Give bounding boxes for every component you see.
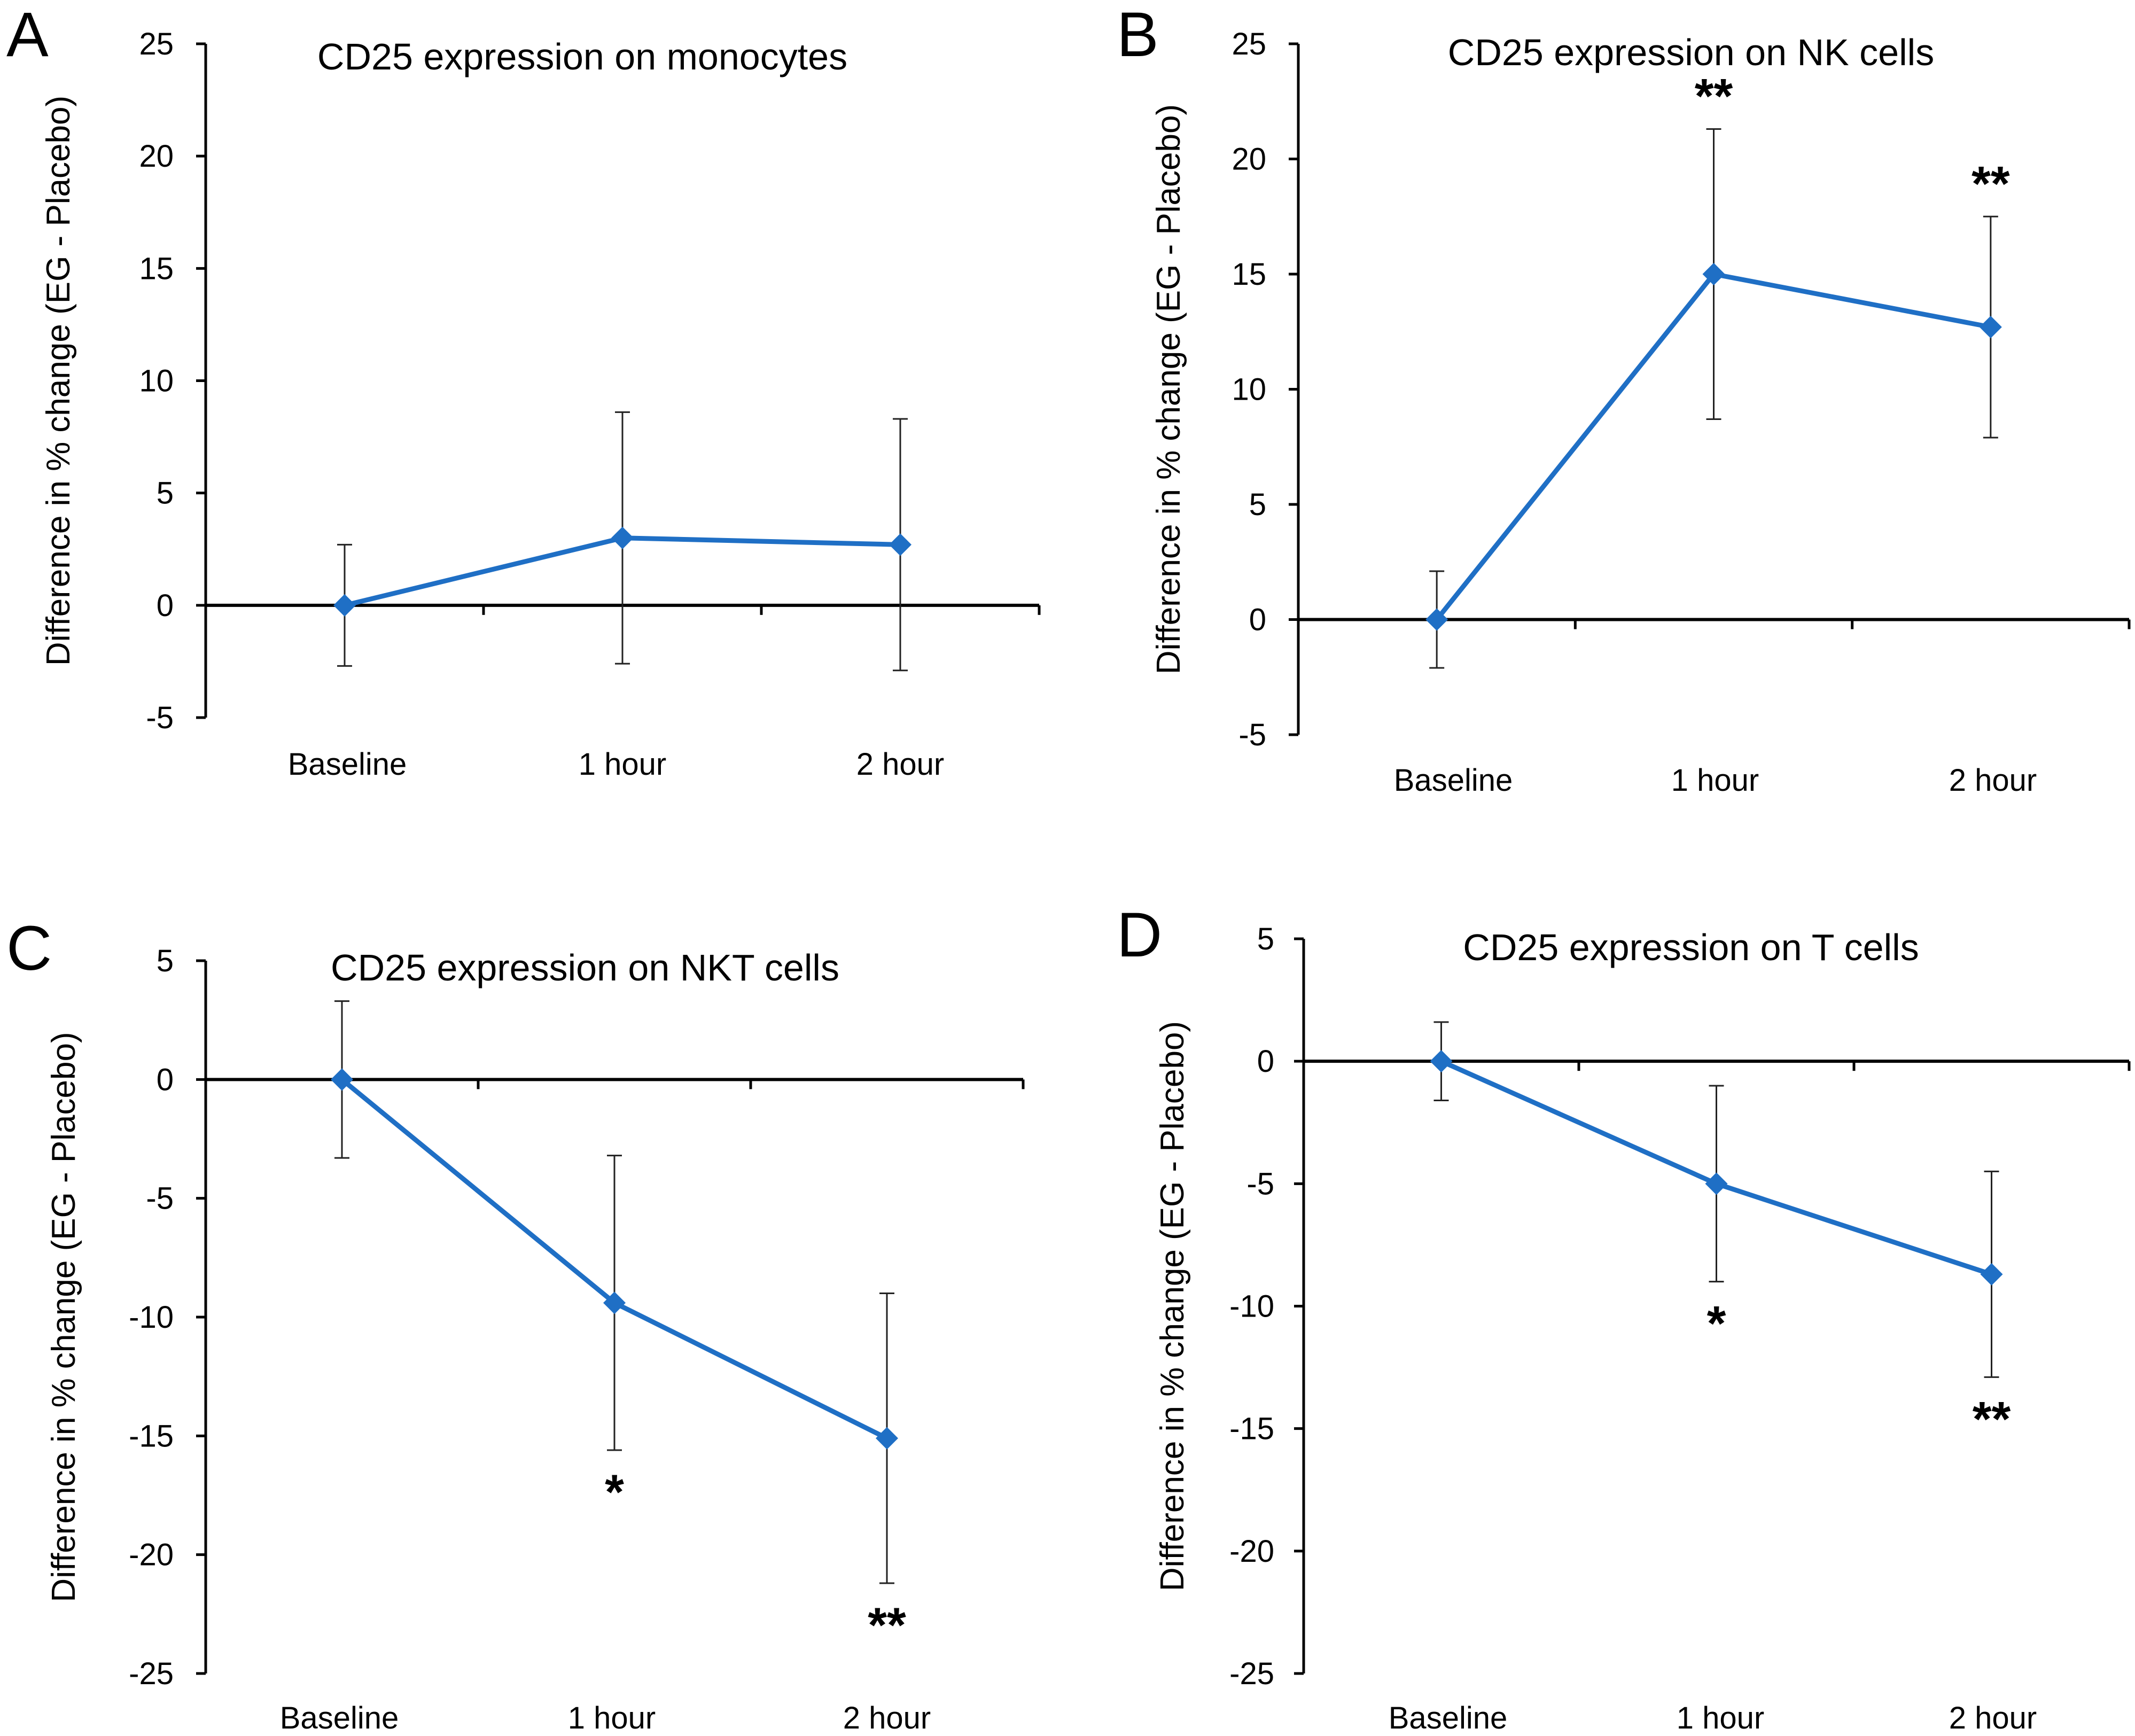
x-tick-label: Baseline <box>288 747 407 782</box>
panel-letter: C <box>6 913 52 984</box>
data-point <box>603 1291 626 1314</box>
x-tick-label: Baseline <box>280 1701 399 1735</box>
y-tick-label: -20 <box>1229 1534 1274 1569</box>
y-tick-label: 15 <box>1232 257 1266 292</box>
y-tick-label: 0 <box>157 588 174 623</box>
y-axis-label: Difference in % change (EG - Placebo) <box>40 96 77 666</box>
data-point <box>1980 1263 2003 1286</box>
significance-marker: ** <box>1973 1392 2011 1446</box>
x-tick-label: 2 hour <box>1949 1701 2037 1735</box>
data-point <box>331 1068 353 1091</box>
x-tick-label: 2 hour <box>856 747 944 782</box>
y-tick-label: -15 <box>1229 1412 1274 1446</box>
data-point <box>1430 1050 1453 1073</box>
panel-letter: D <box>1117 900 1162 970</box>
x-tick-label: 1 hour <box>568 1701 656 1735</box>
panel-letter: A <box>6 0 49 70</box>
y-tick-label: 0 <box>157 1062 174 1097</box>
y-tick-label: -25 <box>1229 1656 1274 1691</box>
significance-marker: * <box>1707 1297 1726 1351</box>
y-tick-label: 5 <box>157 944 174 978</box>
panel-a: A CD25 expression on monocytes -5 0 5 10 15 20 2… <box>6 0 1041 782</box>
x-tick-label: Baseline <box>1389 1701 1507 1735</box>
data-point <box>1705 1172 1728 1195</box>
x-tick-label: 1 hour <box>579 747 666 782</box>
x-tick-label: Baseline <box>1394 763 1513 798</box>
y-tick-label: -20 <box>129 1538 174 1572</box>
significance-marker: * <box>605 1465 624 1520</box>
panel-letter: B <box>1117 0 1159 70</box>
y-tick-label: -10 <box>1229 1289 1274 1324</box>
x-tick-label: 1 hour <box>1671 763 1759 798</box>
chart-title: CD25 expression on NK cells <box>1448 32 1934 73</box>
y-tick-label: 5 <box>157 476 174 511</box>
y-tick-label: -5 <box>146 1181 174 1216</box>
y-axis-label: Difference in % change (EG - Placebo) <box>1150 104 1187 674</box>
y-tick-label: -5 <box>1246 1166 1274 1201</box>
chart-title: CD25 expression on T cells <box>1463 927 1919 968</box>
y-tick-label: 0 <box>1249 603 1266 637</box>
y-tick-label: 5 <box>1257 922 1274 956</box>
y-tick-label: -25 <box>129 1656 174 1691</box>
y-tick-label: 20 <box>139 139 174 174</box>
panel-c: C CD25 expression on NKT cells -25 -20 -15 -1… <box>6 913 1025 1735</box>
significance-marker: ** <box>1972 157 2010 211</box>
data-point <box>1425 608 1448 631</box>
y-tick-label: 10 <box>1232 372 1266 407</box>
x-tick-label: 2 hour <box>1949 763 2037 798</box>
chart-title: CD25 expression on NKT cells <box>331 947 839 988</box>
y-axis-label: Difference in % change (EG - Placebo) <box>1154 1021 1191 1591</box>
y-tick-label: 20 <box>1232 142 1266 177</box>
significance-marker: ** <box>868 1598 906 1653</box>
y-axis-label: Difference in % change (EG - Placebo) <box>45 1032 82 1602</box>
y-tick-label: -5 <box>1238 718 1266 752</box>
data-point <box>876 1427 898 1450</box>
data-point <box>611 526 634 549</box>
significance-marker: ** <box>1695 69 1733 123</box>
y-tick-label: 5 <box>1249 487 1266 522</box>
panel-d: D CD25 expression on T cells -25 -20 -15 -10 -… <box>1117 900 2131 1735</box>
y-tick-label: 0 <box>1257 1044 1274 1079</box>
data-point <box>333 594 356 617</box>
y-tick-label: 25 <box>139 27 174 61</box>
x-tick-label: 2 hour <box>843 1701 931 1735</box>
y-tick-label: -15 <box>129 1419 174 1453</box>
y-tick-label: 15 <box>139 251 174 286</box>
y-tick-label: -10 <box>129 1300 174 1335</box>
data-point <box>1979 316 2002 339</box>
panel-b: B CD25 expression on NK cells -5 0 5 10 15 20 25… <box>1117 0 2131 798</box>
y-tick-label: -5 <box>146 700 174 735</box>
y-tick-label: 25 <box>1232 27 1266 61</box>
data-point <box>889 533 911 556</box>
chart-title: CD25 expression on monocytes <box>317 36 847 77</box>
data-point <box>1702 263 1725 285</box>
x-tick-label: 1 hour <box>1677 1701 1764 1735</box>
y-tick-label: 10 <box>139 364 174 399</box>
